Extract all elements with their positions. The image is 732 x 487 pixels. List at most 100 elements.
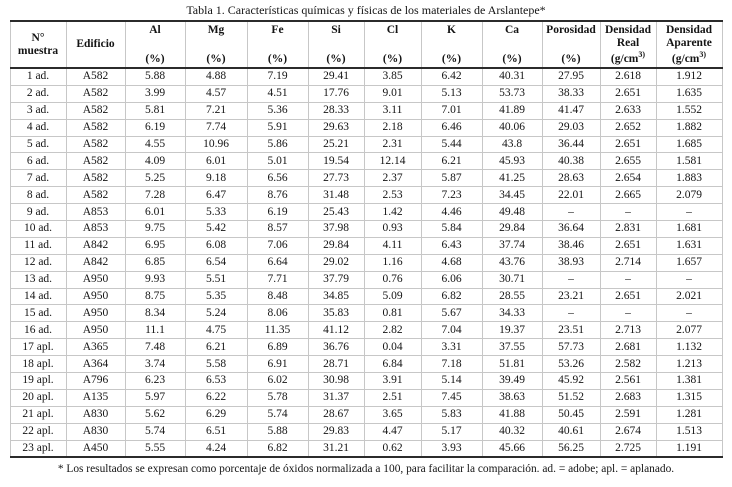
table-cell: 6.22: [184, 388, 248, 407]
table-cell: 2.714: [599, 253, 657, 272]
table-cell: 7.28: [124, 186, 186, 205]
table-cell: 8.57: [246, 220, 309, 238]
table-row: 5 ad. A582 4.55 10.96 5.86 25.21 2.31 5.44 43.8 3…: [9, 135, 723, 154]
table-cell: 1 ad.: [9, 67, 67, 86]
table-row: 20 apl. A135 5.97 6.22 5.78 31.37 2.51 7.45 38.6…: [9, 388, 723, 407]
table-cell: 5.09: [363, 287, 422, 306]
table-cell: 6.06: [420, 270, 483, 289]
table-cell: 6.47: [184, 186, 248, 205]
table-cell: 5.91: [246, 118, 309, 137]
table-cell: 6.08: [184, 236, 248, 255]
table-cell: 4 ad.: [9, 118, 67, 137]
table-cell: 2.681: [599, 338, 657, 357]
table-footnote: * Los resultados se expresan como porcen…: [57, 463, 675, 476]
table-cell: 9.93: [124, 270, 186, 289]
table-cell: 29.63: [307, 118, 365, 137]
table-cell: 19 apl.: [9, 372, 67, 390]
table-row: 2 ad. A582 3.99 4.57 4.51 17.76 9.01 5.13 53.73 3…: [9, 84, 723, 103]
table-cell: A830: [65, 405, 126, 424]
table-cell: 6.29: [184, 405, 248, 424]
table-cell: 5.97: [124, 388, 186, 407]
table-cell: 29.83: [307, 422, 365, 441]
table-cell: 6.19: [124, 118, 186, 137]
table-cell: 5.78: [246, 388, 309, 407]
table-cell: 29.41: [307, 67, 365, 86]
header-row: N° muestra Edificio Al (%) Mg (%) Fe (%) Si (%) Cl(…: [9, 20, 723, 69]
table-cell: 37.74: [481, 236, 543, 255]
table-cell: 30.71: [481, 270, 543, 289]
table-cell: –: [655, 270, 723, 289]
table-cell: 29.02: [307, 253, 365, 272]
table-row: 23 apl. A450 5.55 4.24 6.82 31.21 0.62 3.93 45.6…: [9, 439, 723, 458]
table-row: 10 ad. A853 9.75 5.42 8.57 37.98 0.93 5.84 29.84…: [9, 220, 723, 238]
table-cell: 3.85: [363, 67, 422, 86]
table-cell: 2.651: [599, 84, 657, 103]
table-cell: 6.01: [124, 203, 186, 222]
table-cell: 5.35: [184, 287, 248, 306]
table-cell: –: [599, 270, 657, 289]
table-cell: 5.33: [184, 203, 248, 222]
table-cell: A950: [65, 304, 126, 323]
table-cell: 27.95: [541, 67, 601, 86]
table-cell: 11.1: [124, 321, 186, 340]
table-cell: 45.92: [541, 372, 601, 390]
table-cell: 2.651: [599, 236, 657, 255]
table-cell: 10 ad.: [9, 220, 67, 238]
table-row: 8 ad. A582 7.28 6.47 8.76 31.48 2.53 7.23 34.45 2…: [9, 186, 723, 205]
table-cell: 17.76: [307, 84, 365, 103]
table-cell: 6.23: [124, 372, 186, 390]
column-header-densidad-aparente: Densidad Aparente (g/cm3): [655, 20, 723, 69]
table-cell: 22.01: [541, 186, 601, 205]
table-cell: 2.831: [599, 220, 657, 238]
table-cell: 11.35: [246, 321, 309, 340]
table-cell: 12.14: [363, 152, 422, 171]
table-cell: 8.34: [124, 304, 186, 323]
table-cell: 29.03: [541, 118, 601, 137]
table-cell: 5.81: [124, 101, 186, 120]
table-cell: 6.91: [246, 355, 309, 374]
table-cell: 29.84: [481, 220, 543, 238]
table-cell: 45.66: [481, 439, 543, 458]
table-cell: 16 ad.: [9, 321, 67, 340]
table-cell: 38.93: [541, 253, 601, 272]
column-header-n-muestra: N° muestra: [9, 20, 67, 69]
table-cell: 7.21: [184, 101, 248, 120]
table-cell: –: [655, 203, 723, 222]
table-cell: 28.67: [307, 405, 365, 424]
table-cell: 5.36: [246, 101, 309, 120]
table-cell: 0.81: [363, 304, 422, 323]
table-cell: 0.76: [363, 270, 422, 289]
table-cell: 53.26: [541, 355, 601, 374]
table-cell: 7 ad.: [9, 169, 67, 188]
table-cell: A135: [65, 388, 126, 407]
table-cell: A582: [65, 169, 126, 188]
table-cell: 28.63: [541, 169, 601, 188]
table-cell: 53.73: [481, 84, 543, 103]
table-cell: 5.67: [420, 304, 483, 323]
table-row: 14 ad. A950 8.75 5.35 8.48 34.85 5.09 6.82 28.55…: [9, 287, 723, 306]
table-cell: 7.48: [124, 338, 186, 357]
table-row: 11 ad. A842 6.95 6.08 7.06 29.84 4.11 6.43 37.74…: [9, 236, 723, 255]
table-cell: 5.74: [124, 422, 186, 441]
table-cell: 1.685: [655, 135, 723, 154]
table-cell: 41.25: [481, 169, 543, 188]
table-cell: A582: [65, 118, 126, 137]
table-cell: 28.71: [307, 355, 365, 374]
table-cell: 25.43: [307, 203, 365, 222]
table-cell: A582: [65, 84, 126, 103]
table-cell: 2.725: [599, 439, 657, 458]
table-cell: 40.31: [481, 67, 543, 86]
table-cell: 4.57: [184, 84, 248, 103]
table-cell: 6.43: [420, 236, 483, 255]
table-cell: 6.51: [184, 422, 248, 441]
table-cell: 2.37: [363, 169, 422, 188]
table-cell: 41.12: [307, 321, 365, 340]
table-cell: 2.655: [599, 152, 657, 171]
table-row: 17 apl. A365 7.48 6.21 6.89 36.76 0.04 3.31 37.5…: [9, 338, 723, 357]
table-cell: 5.58: [184, 355, 248, 374]
table-cell: 5.24: [184, 304, 248, 323]
table-cell: 28.55: [481, 287, 543, 306]
table-cell: 6.53: [184, 372, 248, 390]
table-cell: 8.76: [246, 186, 309, 205]
table-cell: 5.88: [124, 67, 186, 86]
